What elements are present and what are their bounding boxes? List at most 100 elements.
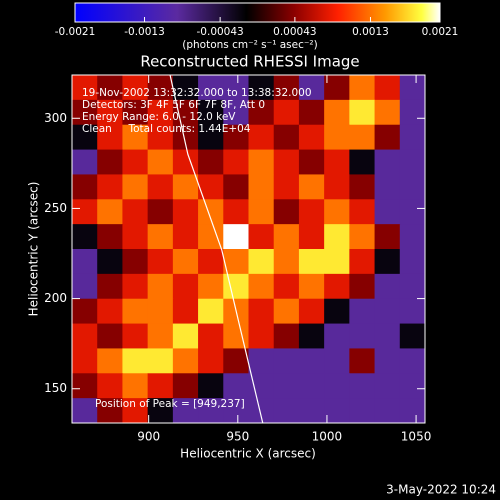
cell	[147, 298, 174, 325]
cell	[399, 149, 425, 175]
cell	[273, 149, 300, 175]
colorbar	[74, 2, 441, 23]
cell	[97, 298, 123, 325]
colorbar-tick-label: 0.0013	[352, 26, 389, 38]
cell	[72, 373, 98, 399]
cell	[374, 323, 401, 349]
cell	[273, 249, 300, 275]
y-tick-label: 200	[44, 291, 67, 305]
annotation: 19-Nov-2002 13:32:32.000 to 13:38:32.000	[82, 87, 312, 99]
cell	[298, 323, 325, 349]
cell	[72, 99, 98, 126]
cell	[223, 373, 249, 399]
cell	[147, 273, 174, 300]
cell	[374, 224, 401, 250]
cell	[172, 273, 199, 300]
cell	[122, 99, 149, 126]
cell	[349, 373, 376, 399]
cell	[147, 398, 174, 423]
cell	[298, 298, 325, 325]
cell	[198, 298, 224, 325]
colorbar-tick-label: -0.0021	[55, 26, 96, 38]
cell	[374, 249, 401, 275]
cell	[147, 149, 174, 175]
cell	[72, 273, 98, 300]
cell	[198, 348, 224, 374]
cell	[97, 249, 123, 275]
cell	[172, 323, 199, 349]
cell	[273, 174, 300, 200]
cell	[122, 348, 149, 374]
cell	[97, 398, 123, 423]
cell	[324, 298, 350, 325]
cell	[223, 224, 249, 250]
cell	[147, 174, 174, 200]
cell	[273, 273, 300, 300]
cell	[248, 323, 275, 349]
cell	[298, 149, 325, 175]
cell	[97, 99, 123, 126]
colorbar-tick-label: 0.0021	[422, 26, 459, 38]
cell	[97, 75, 123, 101]
cell	[374, 199, 401, 225]
cell	[223, 398, 249, 423]
cell	[122, 373, 149, 399]
cell	[298, 174, 325, 200]
colorbar-tick-label: -0.00043	[197, 26, 244, 38]
cell	[273, 99, 300, 126]
cell	[172, 249, 199, 275]
cell	[223, 199, 249, 225]
cell	[223, 174, 249, 200]
cell	[273, 75, 300, 101]
cell	[349, 224, 376, 250]
cell	[349, 398, 376, 423]
cell	[298, 199, 325, 225]
cell	[298, 373, 325, 399]
cell	[324, 174, 350, 200]
cell	[172, 75, 199, 101]
cell	[172, 199, 199, 225]
colorbar-label: (photons cm⁻² s⁻¹ asec⁻²)	[182, 39, 317, 51]
x-tick-label: 950	[226, 430, 249, 444]
cell	[324, 224, 350, 250]
cell	[248, 224, 275, 250]
cell	[223, 323, 249, 349]
cell	[374, 273, 401, 300]
cell	[122, 199, 149, 225]
cell	[248, 348, 275, 374]
cell	[273, 224, 300, 250]
cell	[122, 124, 149, 151]
cell	[122, 323, 149, 349]
cell	[147, 124, 174, 151]
cell	[147, 249, 174, 275]
cell	[172, 174, 199, 200]
annotation: Energy Range: 6.0 - 12.0 keV	[82, 111, 236, 123]
cell	[248, 398, 275, 423]
cell	[97, 199, 123, 225]
cell	[324, 348, 350, 374]
cell	[147, 199, 174, 225]
cell	[248, 199, 275, 225]
cell	[97, 348, 123, 374]
cell	[248, 273, 275, 300]
cell	[72, 174, 98, 200]
cell	[374, 373, 401, 399]
timestamp: 3-May-2022 10:24	[386, 483, 496, 497]
cell	[147, 99, 174, 126]
cell	[223, 99, 249, 126]
cell	[298, 99, 325, 126]
cell	[122, 224, 149, 250]
cell	[147, 348, 174, 374]
cell	[324, 249, 350, 275]
cell	[324, 273, 350, 300]
cell	[324, 398, 350, 423]
cell	[248, 174, 275, 200]
x-tick-label: 1050	[401, 430, 432, 444]
cell	[97, 323, 123, 349]
cell	[273, 199, 300, 225]
cell	[172, 373, 199, 399]
cell	[349, 298, 376, 325]
cell	[399, 224, 425, 250]
cell	[273, 298, 300, 325]
cell	[198, 174, 224, 200]
